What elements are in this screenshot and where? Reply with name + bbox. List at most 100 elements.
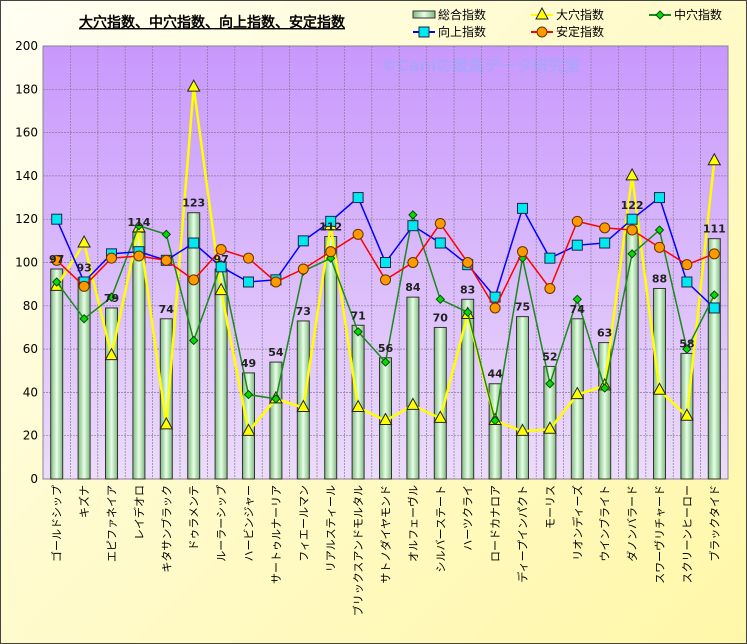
circle-marker: [106, 252, 117, 264]
diamond-marker: [79, 314, 89, 324]
legend-label: 向上指数: [438, 24, 486, 39]
square-marker: [654, 192, 665, 204]
circle-marker: [270, 276, 282, 288]
square-marker: [544, 252, 556, 264]
bar: [324, 236, 338, 480]
x-tick-label: キタサンブラック: [159, 485, 173, 573]
legend-triangle-icon: [535, 6, 549, 20]
bar-data-label: 44: [487, 368, 503, 381]
circle-marker: [489, 302, 501, 314]
chart-title: 大穴指数、中穴指数、向上指数、安定指数: [79, 14, 346, 31]
bar-data-label: 97: [213, 253, 228, 266]
bar-data-label: 63: [597, 327, 612, 340]
bar-data-label: 112: [319, 221, 342, 234]
square-marker: [626, 213, 638, 225]
x-tick-label: ハーツクライ: [462, 485, 475, 551]
triangle-marker: [77, 234, 91, 248]
circle-marker: [78, 280, 90, 292]
diamond-marker: [188, 335, 199, 346]
triangle-marker: [214, 282, 228, 296]
bar: [269, 361, 283, 480]
x-tick-label: ルーラーシップ: [215, 485, 228, 562]
bar-data-label: 58: [679, 337, 694, 350]
triangle-marker: [570, 386, 585, 400]
triangle-marker: [433, 410, 448, 423]
x-tick-label: フィエールマン: [297, 485, 310, 562]
circle-marker: [133, 250, 145, 262]
bar-data-label: 111: [703, 223, 726, 236]
circle-marker: [544, 282, 556, 294]
x-tick-label: ゴールドシップ: [50, 485, 64, 562]
y-tick-label: 60: [23, 342, 38, 356]
x-tick-label: シルバーステート: [434, 485, 447, 572]
triangle-marker: [515, 423, 530, 436]
triangle-marker: [296, 399, 311, 413]
x-tick-label: ダノンバラード: [625, 485, 639, 562]
bar: [214, 268, 228, 480]
y-tick-label: 200: [15, 39, 38, 53]
circle-marker: [51, 254, 63, 266]
square-marker: [188, 237, 200, 249]
bar-data-label: 54: [268, 346, 284, 359]
bar-data-label: 93: [76, 262, 91, 275]
bar: [516, 316, 529, 480]
square-marker: [215, 261, 227, 273]
x-tick-label: リオンディーズ: [570, 485, 584, 561]
diamond-marker: [682, 344, 692, 354]
circle-marker: [243, 252, 254, 264]
circle-marker: [325, 246, 337, 258]
y-tick-label: 0: [30, 472, 38, 486]
bar-data-label: 71: [350, 309, 365, 322]
diamond-marker: [599, 383, 610, 393]
triangle-marker: [241, 423, 256, 436]
diamond-marker: [490, 415, 500, 426]
x-tick-label: スワーヴリチャード: [653, 485, 667, 584]
bar-data-label: 49: [241, 357, 256, 370]
x-tick-label: リアルスティール: [325, 485, 338, 572]
bar-data-label: 123: [182, 197, 205, 210]
square-marker: [352, 192, 364, 204]
y-tick-label: 100: [15, 256, 38, 270]
diamond-marker: [408, 210, 418, 220]
x-tick-label: サトノダイヤモンド: [379, 485, 393, 584]
bar: [105, 307, 118, 480]
triangle-marker: [186, 79, 201, 92]
circle-marker: [626, 224, 638, 236]
diamond-marker: [325, 253, 336, 263]
triangle-marker: [707, 152, 722, 166]
bar-data-label: 75: [515, 301, 530, 314]
triangle-marker: [378, 412, 393, 426]
bar-data-label: 70: [433, 311, 449, 324]
y-tick-label: 180: [15, 82, 38, 96]
circle-marker: [188, 274, 200, 286]
diamond-marker: [243, 389, 254, 400]
square-marker: [599, 237, 611, 249]
circle-marker: [352, 228, 364, 240]
diamond-marker: [545, 379, 555, 389]
legend-label: 安定指数: [556, 24, 604, 39]
watermark: ©Caniの競馬データ研究室: [381, 56, 580, 75]
bar-data-label: 56: [378, 342, 394, 355]
bar-data-label: 122: [621, 199, 644, 212]
y-tick-label: 160: [15, 126, 38, 140]
bar: [50, 268, 64, 480]
diamond-marker: [51, 277, 62, 287]
legend-label: 大穴指数: [556, 7, 604, 22]
y-tick-label: 40: [23, 385, 38, 399]
legend-diamond-icon: [655, 10, 665, 20]
bar-data-label: 88: [652, 272, 667, 285]
y-tick-label: 140: [15, 169, 38, 183]
triangle-marker: [104, 347, 119, 361]
triangle-marker: [159, 416, 174, 430]
x-tick-label: スクリーンヒーロー: [681, 485, 694, 583]
x-tick-label: ブラックタイド: [707, 485, 721, 562]
bar-data-label: 83: [460, 283, 475, 296]
bar: [707, 238, 721, 480]
bar: [433, 326, 447, 480]
diamond-marker: [380, 357, 391, 367]
bar-data-label: 114: [127, 216, 150, 229]
x-tick-label: モーリス: [544, 485, 557, 529]
square-marker: [517, 202, 528, 214]
diamond-marker: [271, 394, 281, 404]
